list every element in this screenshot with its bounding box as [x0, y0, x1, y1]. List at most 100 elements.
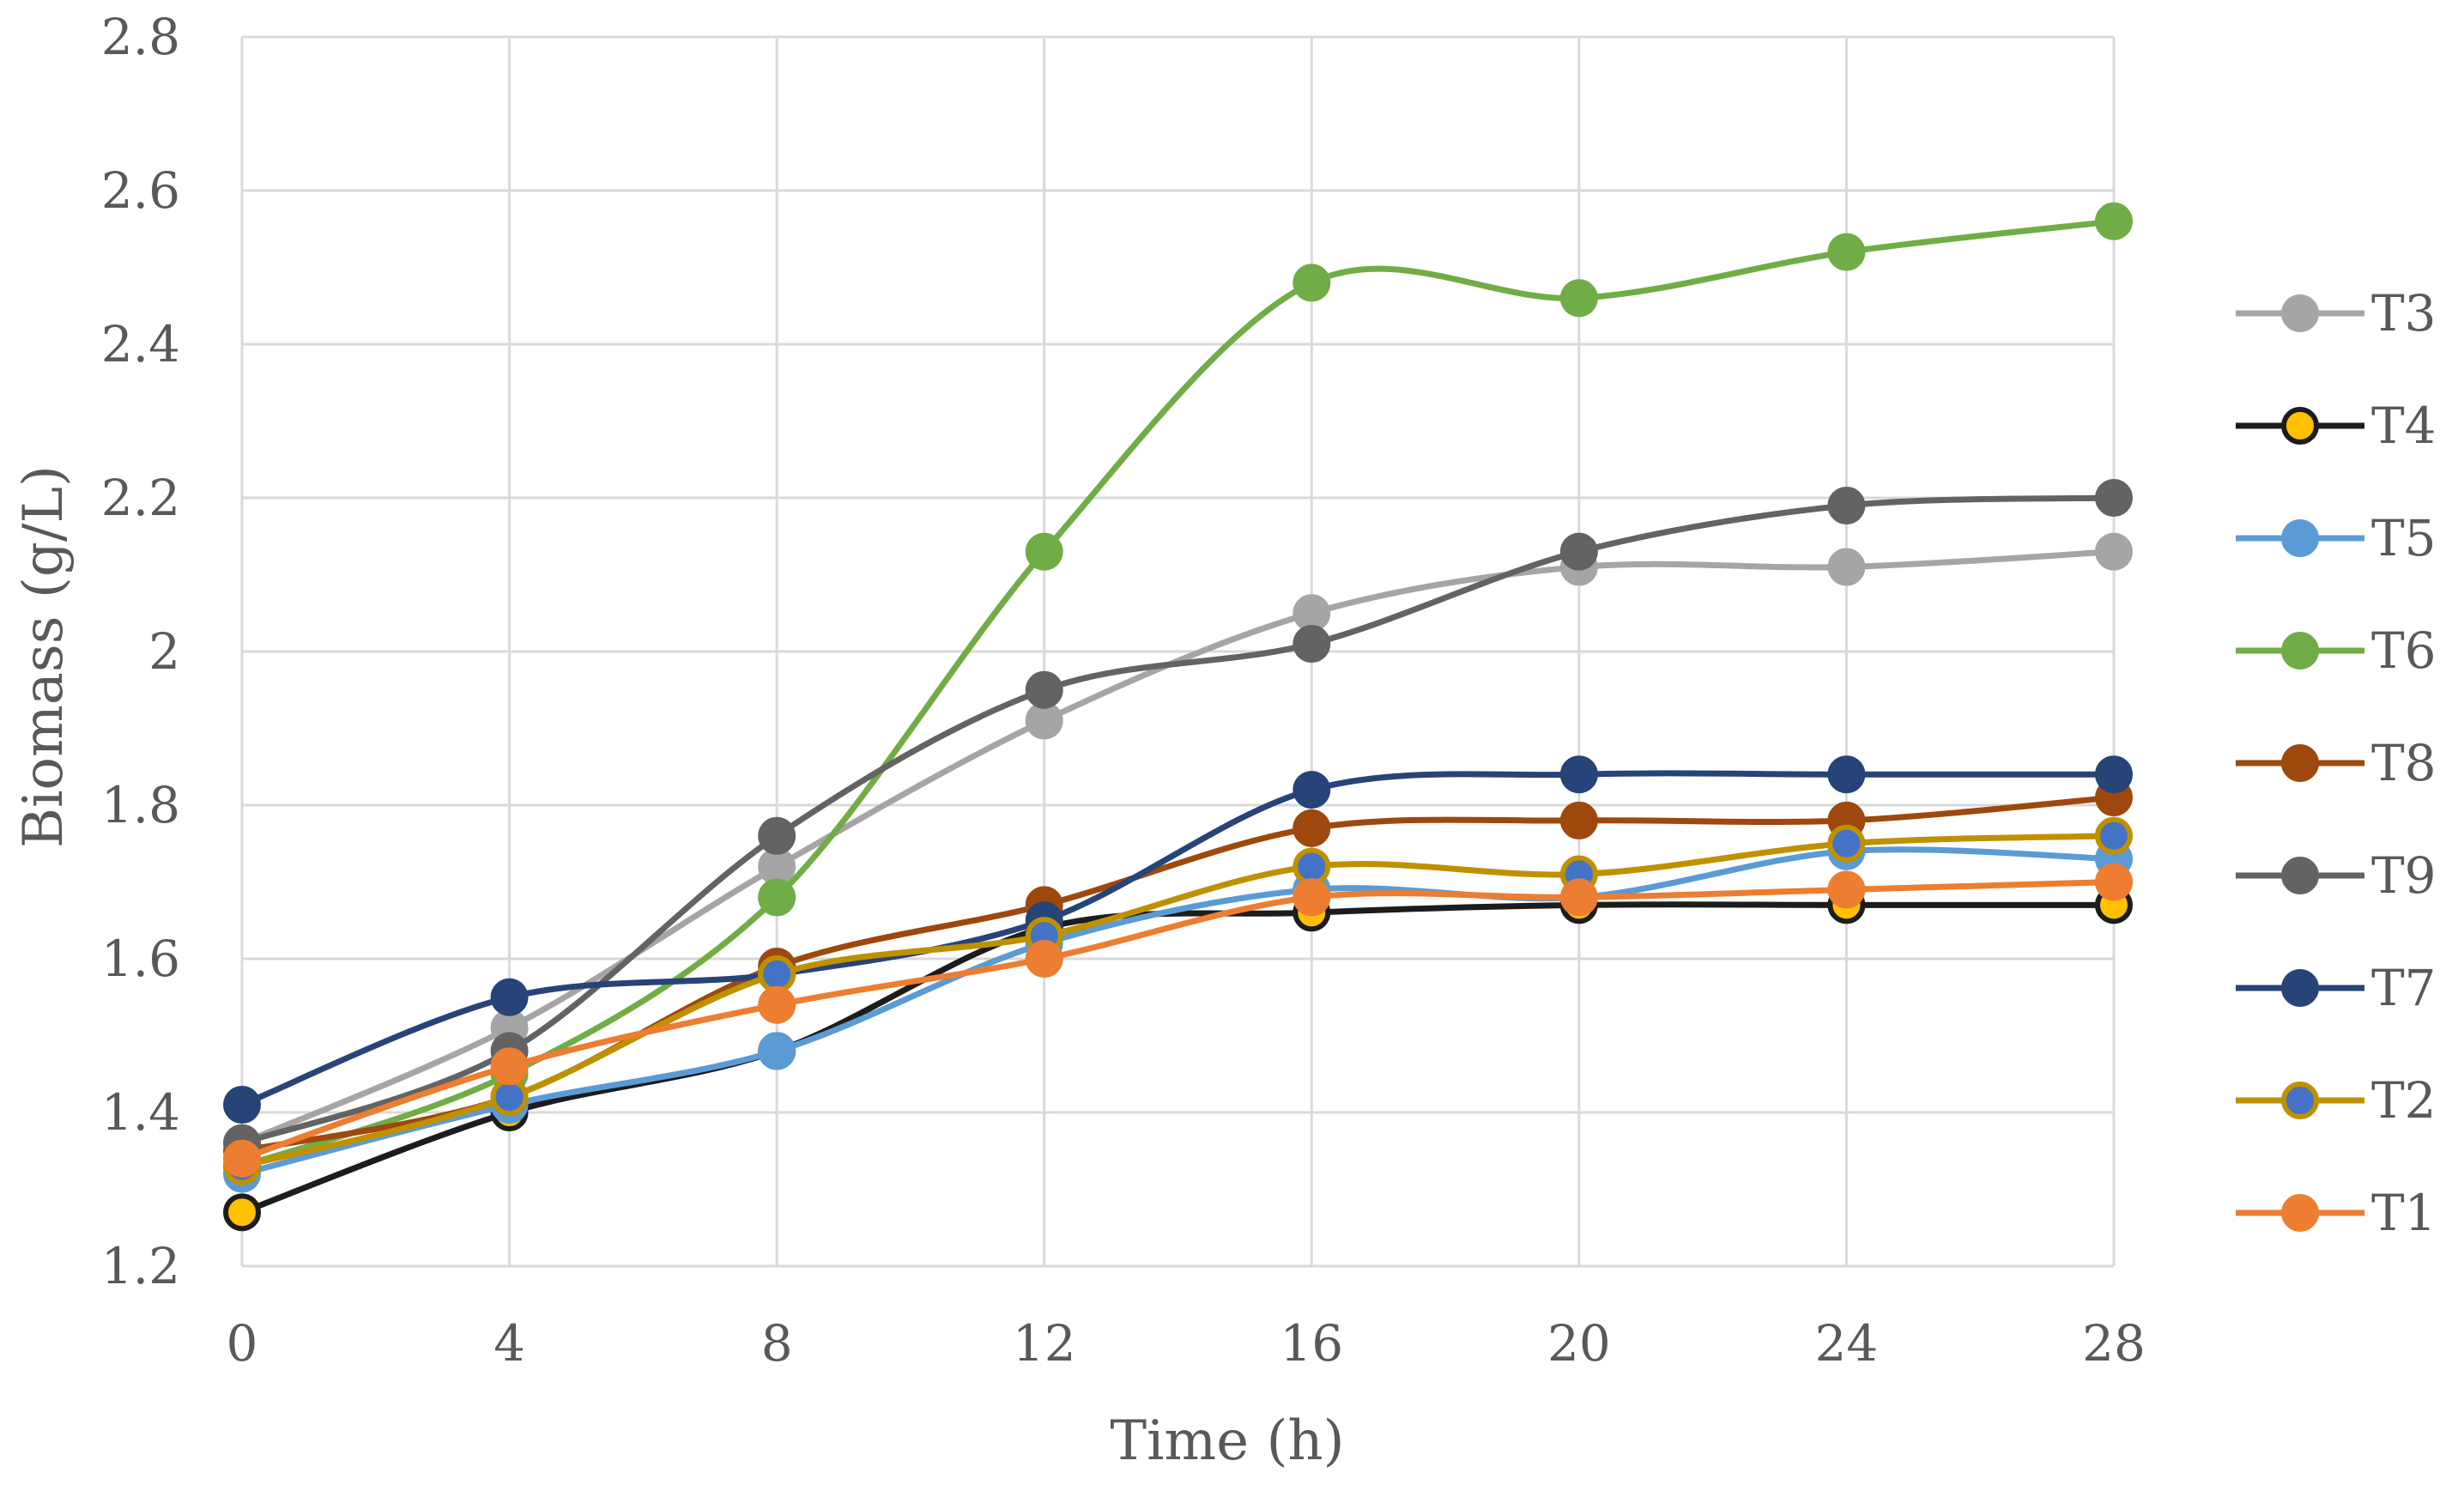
y-tick-label: 1.6: [101, 930, 180, 988]
y-tick-label: 2.6: [101, 161, 180, 220]
legend-item-T5: T5: [2236, 509, 2437, 567]
x-tick-label: 4: [493, 1314, 525, 1373]
series-line-T5: [239, 846, 2117, 1178]
data-point-T9-4: [1293, 625, 1331, 664]
data-point-T1-6: [1827, 870, 1866, 909]
legend-swatch-marker: [2281, 632, 2319, 670]
legend-swatch-marker: [2281, 969, 2319, 1007]
x-tick-label: 20: [1547, 1314, 1611, 1373]
data-point-T3-3: [1025, 701, 1063, 740]
legend-label: T7: [2371, 959, 2437, 1017]
y-axis-ticks: 1.2 1.4 1.6 1.8 2 2.2 2.4 2.6 2.8: [101, 8, 180, 1295]
data-point-T6-5: [1559, 279, 1598, 318]
data-point-T3-2: [758, 847, 796, 886]
legend-swatch-marker: [2281, 857, 2319, 894]
data-point-T1-1: [490, 1047, 529, 1086]
data-point-T5-2: [758, 1032, 796, 1070]
series-line-T7: [239, 770, 2117, 1108]
data-point-T6-2: [758, 878, 796, 917]
legend-item-T3: T3: [2236, 284, 2437, 342]
y-tick-label: 1.8: [101, 776, 180, 834]
data-point-T7-7: [2095, 755, 2133, 794]
data-point-T1-3: [1025, 940, 1063, 978]
series-line-T3: [239, 548, 2117, 1147]
x-axis-title: Time (h): [1110, 1409, 1344, 1473]
series-T3: [223, 532, 2133, 1162]
series-T1: [223, 863, 2133, 1178]
data-point-T9-6: [1827, 486, 1866, 524]
data-point-T3-7: [2095, 532, 2133, 571]
legend-swatch-marker: [2281, 519, 2319, 557]
legend: T3 T4 T5 T6 T8 T9 T7 T2 T1: [2236, 284, 2437, 1242]
data-point-T9-3: [1025, 670, 1063, 709]
data-point-T6-6: [1827, 233, 1866, 271]
legend-swatch-marker: [2281, 407, 2319, 445]
series-lines: [223, 202, 2133, 1232]
legend-item-T1: T1: [2236, 1184, 2437, 1242]
x-tick-label: 16: [1280, 1314, 1343, 1373]
data-point-T3-6: [1827, 548, 1866, 586]
legend-label: T8: [2371, 734, 2437, 792]
y-tick-label: 2.2: [101, 469, 180, 527]
data-point-T3-4: [1293, 594, 1331, 633]
x-tick-label: 12: [1013, 1314, 1076, 1373]
legend-item-T8: T8: [2236, 734, 2437, 792]
data-point-T2-1: [490, 1078, 529, 1117]
x-tick-label: 0: [227, 1314, 258, 1373]
data-point-T1-2: [758, 985, 796, 1024]
y-tick-label: 2.4: [101, 315, 180, 373]
series-line-T6: [239, 218, 2117, 1170]
data-point-T2-7: [2095, 816, 2133, 855]
x-tick-label: 24: [1815, 1314, 1879, 1373]
data-point-T9-7: [2095, 479, 2133, 517]
legend-label: T6: [2371, 621, 2437, 680]
data-point-T8-5: [1559, 801, 1598, 839]
y-tick-label: 1.4: [101, 1083, 180, 1142]
data-point-T1-5: [1559, 878, 1598, 917]
data-point-T7-1: [490, 978, 529, 1016]
legend-swatch-marker: [2281, 1082, 2319, 1119]
data-point-T6-3: [1025, 532, 1063, 571]
data-point-T1-0: [223, 1139, 261, 1178]
data-point-T2-2: [758, 955, 796, 993]
legend-label: T2: [2371, 1071, 2437, 1130]
legend-item-T9: T9: [2236, 846, 2437, 905]
legend-label: T9: [2371, 846, 2437, 905]
y-tick-label: 1.2: [101, 1237, 180, 1295]
x-axis-ticks: 0 4 8 12 16 20 24 28: [227, 1314, 2146, 1373]
legend-swatch-marker: [2281, 744, 2319, 782]
legend-label: T4: [2371, 397, 2437, 455]
data-point-T7-4: [1293, 771, 1331, 809]
data-point-T1-7: [2095, 863, 2133, 901]
data-point-T8-4: [1293, 809, 1331, 847]
legend-swatch-marker: [2281, 294, 2319, 332]
legend-label: T3: [2371, 284, 2437, 342]
legend-item-T6: T6: [2236, 621, 2437, 680]
legend-item-T7: T7: [2236, 959, 2437, 1017]
legend-item-T2: T2: [2236, 1071, 2437, 1130]
data-point-T7-6: [1827, 755, 1866, 794]
x-tick-label: 28: [2082, 1314, 2146, 1373]
data-point-T2-6: [1827, 824, 1866, 863]
data-point-T6-7: [2095, 202, 2133, 240]
y-tick-label: 2.8: [101, 8, 180, 66]
data-point-T7-5: [1559, 755, 1598, 794]
data-point-T9-2: [758, 816, 796, 855]
data-point-T4-0: [223, 1193, 261, 1232]
y-tick-label: 2: [148, 622, 180, 681]
y-axis-title: Biomass (g/L): [12, 465, 76, 848]
data-point-T7-0: [223, 1086, 261, 1124]
series-line-T9: [239, 494, 2117, 1147]
data-point-T2-4: [1293, 847, 1331, 886]
series-line-T1: [239, 879, 2117, 1162]
x-tick-label: 8: [761, 1314, 793, 1373]
legend-swatch-marker: [2281, 1194, 2319, 1232]
series-line-T2: [239, 833, 2117, 1170]
legend-item-T4: T4: [2236, 397, 2437, 455]
data-point-T6-4: [1293, 264, 1331, 302]
legend-label: T1: [2371, 1184, 2437, 1242]
data-point-T1-4: [1293, 878, 1331, 917]
legend-label: T5: [2371, 509, 2437, 567]
